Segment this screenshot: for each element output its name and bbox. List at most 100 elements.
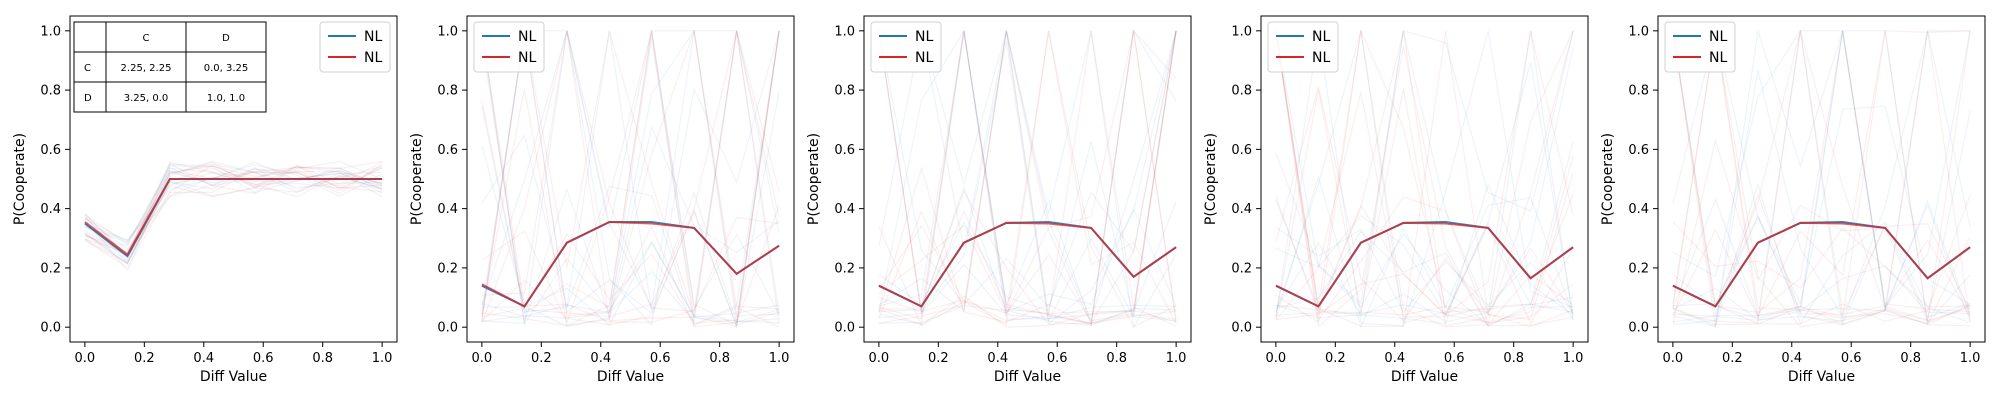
y-tick-label: 0.6: [1628, 143, 1649, 158]
x-tick-label: 1.0: [769, 351, 790, 366]
trace-line: [481, 30, 780, 328]
y-tick-label: 0.6: [1231, 143, 1252, 158]
trace-line: [1672, 30, 1971, 321]
trace-line: [1672, 30, 1971, 325]
payoff-table: C D C 2.25, 2.25 0.0, 3.25 D 3.25, 0.0 1.0, 1.0: [73, 21, 267, 113]
trace-line: [84, 161, 383, 265]
legend-label: NL: [364, 29, 382, 45]
x-tick-label: 0.2: [1325, 351, 1346, 366]
axes-frame: [863, 15, 1192, 343]
legend-label: NL: [518, 50, 536, 66]
series-lines: [481, 220, 780, 308]
chart-panel-2: 0.0 0.2 0.4 0.6 0.8 1.0 0.0 0.2 0.4 0.6 0.8 1.0 Diff…: [409, 15, 795, 385]
trace-line: [481, 30, 780, 324]
trace-line: [481, 30, 780, 318]
trace-line: [1275, 30, 1574, 328]
y-tick-label: 0.2: [1628, 261, 1649, 276]
legend-label: NL: [915, 29, 933, 45]
y-tick-label: 0.6: [834, 143, 855, 158]
trace-line: [1275, 62, 1574, 317]
trace-line: [481, 30, 780, 327]
series-line-blue: [84, 178, 383, 258]
trace-line: [1275, 182, 1574, 325]
series-lines: [1672, 220, 1971, 308]
x-tick-label: 0.8: [709, 351, 730, 366]
trace-line: [1672, 221, 1971, 308]
payoff-table-text: D: [84, 93, 92, 104]
x-axis-label: Diff Value: [597, 369, 664, 385]
trace-line: [878, 30, 1177, 325]
x-tick-label: 1.0: [372, 351, 393, 366]
trace-line: [1672, 30, 1971, 327]
trace-line: [481, 30, 780, 326]
trace-line: [1275, 30, 1574, 324]
x-axis-label: Diff Value: [200, 369, 267, 385]
trace-line: [481, 30, 780, 328]
payoff-table-text: 0.0, 3.25: [204, 63, 249, 74]
trace-line: [1672, 138, 1971, 324]
trace-line: [84, 161, 383, 254]
trace-line: [481, 30, 780, 327]
trace-line: [1275, 230, 1574, 328]
trace-line: [1672, 30, 1971, 324]
y-tick-label: 0.8: [437, 84, 458, 99]
trace-line: [878, 30, 1177, 322]
y-tick-label: 0.8: [834, 84, 855, 99]
y-axis-label: P(Cooperate): [806, 133, 822, 225]
x-tick-label: 0.6: [1841, 351, 1862, 366]
axes-frame: [1657, 15, 1986, 343]
background-traces: [1275, 28, 1574, 329]
trace-line: [1672, 30, 1971, 317]
trace-line: [878, 29, 1177, 320]
x-tick-label: 0.4: [193, 351, 214, 366]
y-tick-label: 0.0: [1628, 321, 1649, 336]
trace-line: [878, 30, 1177, 318]
series-lines: [1275, 220, 1574, 308]
chart-panel-1: 0.0 0.2 0.4 0.6 0.8 1.0 0.0 0.2 0.4 0.6 0.8 1.0 Diff…: [12, 15, 398, 385]
y-tick-label: 0.8: [40, 84, 61, 99]
background-traces: [878, 29, 1177, 329]
legend-box: [1664, 21, 1736, 73]
trace-line: [878, 189, 1177, 326]
y-tick-label: 0.6: [437, 143, 458, 158]
trace-line: [481, 30, 780, 327]
trace-line: [1275, 89, 1574, 316]
trace-line: [1672, 28, 1971, 322]
trace-line: [878, 30, 1177, 326]
trace-line: [84, 168, 383, 269]
payoff-table-text: D: [222, 33, 230, 44]
trace-line: [1275, 30, 1574, 327]
y-axis-label: P(Cooperate): [1203, 133, 1219, 225]
trace-line: [84, 172, 383, 242]
trace-line: [1672, 30, 1971, 327]
y-tick-label: 0.2: [437, 261, 458, 276]
x-tick-label: 0.2: [134, 351, 155, 366]
trace-line: [878, 29, 1177, 325]
payoff-table-text: 2.25, 2.25: [121, 63, 172, 74]
legend-label: NL: [364, 50, 382, 66]
trace-line: [1275, 224, 1574, 326]
background-traces: [481, 29, 780, 329]
trace-line: [84, 171, 383, 272]
series-line-red: [481, 220, 780, 308]
x-tick-label: 0.2: [531, 351, 552, 366]
trace-line: [481, 30, 780, 325]
legend-label: NL: [1312, 29, 1330, 45]
y-tick-label: 0.4: [40, 202, 61, 217]
trace-line: [1275, 30, 1574, 321]
payoff-table-cell: [185, 81, 267, 113]
legend: NL NL: [319, 21, 391, 73]
trace-line: [1275, 30, 1574, 305]
payoff-table-text: C: [143, 33, 150, 44]
trace-line: [481, 30, 780, 326]
legend-label: NL: [915, 50, 933, 66]
y-tick-label: 0.4: [834, 202, 855, 217]
payoff-table-text: C: [84, 63, 91, 74]
trace-line: [84, 165, 383, 265]
background-traces: [1672, 28, 1971, 328]
axes-frame: [1260, 15, 1589, 343]
trace-line: [878, 30, 1177, 328]
trace-line: [1275, 214, 1574, 318]
trace-line: [1672, 182, 1971, 326]
x-tick-label: 0.6: [1444, 351, 1465, 366]
